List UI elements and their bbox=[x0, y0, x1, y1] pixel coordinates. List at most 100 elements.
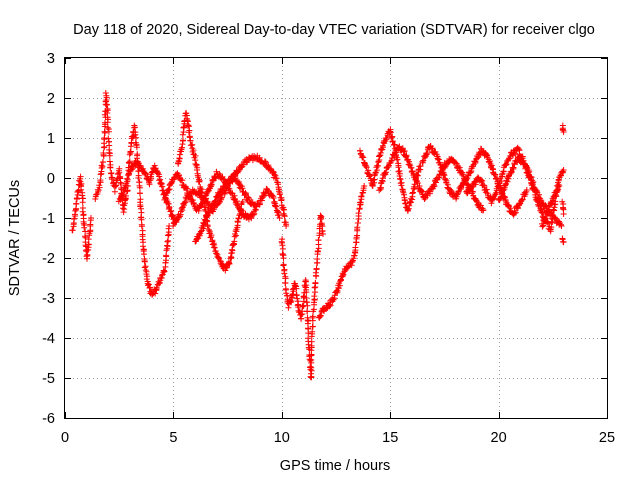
data-point bbox=[493, 187, 500, 194]
data-point bbox=[314, 248, 321, 255]
data-point bbox=[389, 157, 395, 164]
data-point bbox=[315, 237, 322, 244]
data-point bbox=[186, 127, 193, 134]
data-point bbox=[239, 199, 246, 205]
data-point bbox=[168, 179, 175, 186]
data-point bbox=[404, 207, 411, 213]
data-point bbox=[88, 215, 94, 221]
data-point bbox=[359, 190, 366, 196]
data-point bbox=[313, 265, 320, 272]
data-point bbox=[483, 186, 490, 193]
data-point bbox=[365, 167, 372, 174]
data-point bbox=[113, 182, 120, 189]
data-point bbox=[270, 195, 277, 201]
data-point bbox=[304, 302, 311, 309]
data-point bbox=[463, 176, 470, 183]
data-point bbox=[202, 208, 209, 214]
x-tick-label: 0 bbox=[61, 430, 69, 446]
x-axis-label: GPS time / hours bbox=[280, 458, 390, 474]
data-point bbox=[194, 167, 200, 173]
data-point bbox=[169, 212, 176, 219]
data-point bbox=[391, 153, 398, 160]
y-tick-label: 1 bbox=[47, 131, 55, 147]
data-point bbox=[340, 271, 347, 278]
data-point bbox=[439, 164, 446, 171]
data-point bbox=[278, 196, 285, 203]
data-point bbox=[97, 177, 104, 184]
data-point bbox=[105, 135, 112, 142]
data-point bbox=[416, 183, 423, 189]
data-point bbox=[452, 159, 459, 166]
data-point bbox=[283, 223, 290, 229]
data-point bbox=[549, 212, 556, 219]
data-point bbox=[304, 308, 311, 315]
y-tick-label: -5 bbox=[42, 371, 55, 387]
data-point bbox=[208, 181, 215, 188]
data-point bbox=[234, 219, 241, 226]
data-point bbox=[136, 184, 143, 191]
data-point bbox=[133, 144, 140, 151]
data-point bbox=[85, 241, 92, 248]
data-point bbox=[251, 210, 258, 217]
data-point bbox=[135, 175, 142, 181]
data-point bbox=[388, 158, 395, 164]
data-point bbox=[197, 189, 204, 196]
data-point bbox=[403, 152, 410, 159]
data-point bbox=[97, 171, 104, 178]
data-point bbox=[419, 188, 426, 195]
data-point bbox=[281, 270, 288, 277]
data-point bbox=[104, 124, 111, 131]
data-point bbox=[560, 239, 567, 245]
y-tick-label: -2 bbox=[42, 251, 55, 267]
data-point bbox=[72, 213, 79, 219]
data-point bbox=[79, 199, 86, 206]
y-tick-label: -6 bbox=[42, 411, 55, 427]
data-point bbox=[197, 228, 204, 235]
data-point bbox=[308, 373, 315, 380]
data-point bbox=[195, 207, 202, 214]
y-tick-label: -3 bbox=[42, 291, 55, 307]
data-point bbox=[545, 209, 552, 216]
data-point bbox=[372, 169, 379, 176]
data-point bbox=[383, 169, 389, 176]
data-point bbox=[216, 170, 223, 177]
data-point bbox=[305, 330, 312, 337]
data-point bbox=[505, 175, 512, 182]
data-point bbox=[78, 186, 85, 193]
data-point bbox=[473, 197, 480, 204]
data-point bbox=[492, 171, 499, 178]
data-point bbox=[138, 223, 145, 230]
data-point bbox=[105, 128, 112, 135]
data-point bbox=[440, 171, 447, 178]
y-axis-label: SDTVAR / TECUs bbox=[7, 180, 23, 296]
data-point bbox=[180, 137, 186, 144]
data-point bbox=[96, 184, 103, 191]
data-point bbox=[208, 234, 215, 240]
data-point bbox=[418, 187, 425, 194]
data-point bbox=[270, 168, 277, 175]
data-point bbox=[356, 205, 363, 212]
data-point bbox=[320, 231, 326, 237]
data-point bbox=[199, 192, 205, 199]
x-tick-label: 15 bbox=[382, 430, 398, 446]
data-point bbox=[137, 202, 144, 208]
data-point bbox=[261, 192, 268, 199]
data-point bbox=[276, 215, 283, 221]
data-point bbox=[124, 175, 131, 182]
data-point bbox=[179, 131, 186, 138]
data-point bbox=[107, 164, 114, 171]
data-point bbox=[280, 255, 287, 262]
data-point bbox=[201, 217, 208, 223]
data-point bbox=[282, 279, 289, 286]
data-point bbox=[369, 183, 376, 189]
data-point bbox=[539, 223, 546, 230]
data-point bbox=[79, 208, 86, 215]
data-point bbox=[382, 170, 388, 177]
data-point bbox=[355, 220, 361, 226]
data-point bbox=[153, 284, 160, 291]
data-point bbox=[492, 191, 499, 197]
data-point bbox=[173, 219, 180, 226]
data-point bbox=[175, 172, 182, 178]
data-point bbox=[326, 301, 333, 308]
grid-layer bbox=[65, 58, 607, 418]
